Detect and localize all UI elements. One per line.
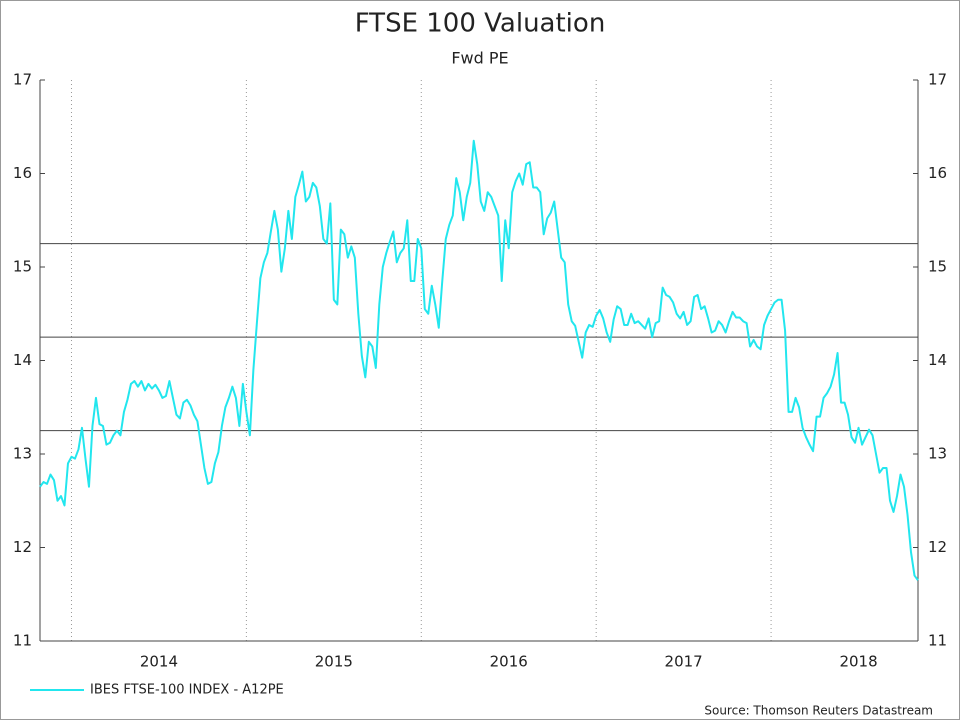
y2-tick-label: 13 [928, 445, 947, 463]
y2-tick-label: 17 [928, 71, 947, 89]
chart-title: FTSE 100 Valuation [355, 9, 606, 39]
y-tick-label: 12 [13, 538, 32, 556]
x-tick-label: 2014 [140, 653, 178, 671]
source-note: Source: Thomson Reuters Datastream [704, 704, 933, 718]
y-tick-label: 15 [13, 258, 32, 276]
y2-tick-label: 16 [928, 164, 947, 182]
y2-tick-label: 11 [928, 632, 947, 650]
y2-tick-label: 15 [928, 258, 947, 276]
y-tick-label: 13 [13, 445, 32, 463]
x-tick-label: 2016 [490, 653, 528, 671]
x-tick-label: 2015 [315, 653, 353, 671]
y2-tick-label: 14 [928, 351, 947, 369]
y-tick-label: 16 [13, 164, 32, 182]
y-tick-label: 11 [13, 632, 32, 650]
chart-subtitle: Fwd PE [451, 49, 508, 68]
legend-label: IBES FTSE-100 INDEX - A12PE [90, 683, 284, 698]
y-tick-label: 17 [13, 71, 32, 89]
y-tick-label: 14 [13, 351, 32, 369]
y2-tick-label: 12 [928, 538, 947, 556]
x-tick-label: 2017 [665, 653, 703, 671]
x-tick-label: 2018 [839, 653, 877, 671]
data-line [39, 139, 919, 581]
